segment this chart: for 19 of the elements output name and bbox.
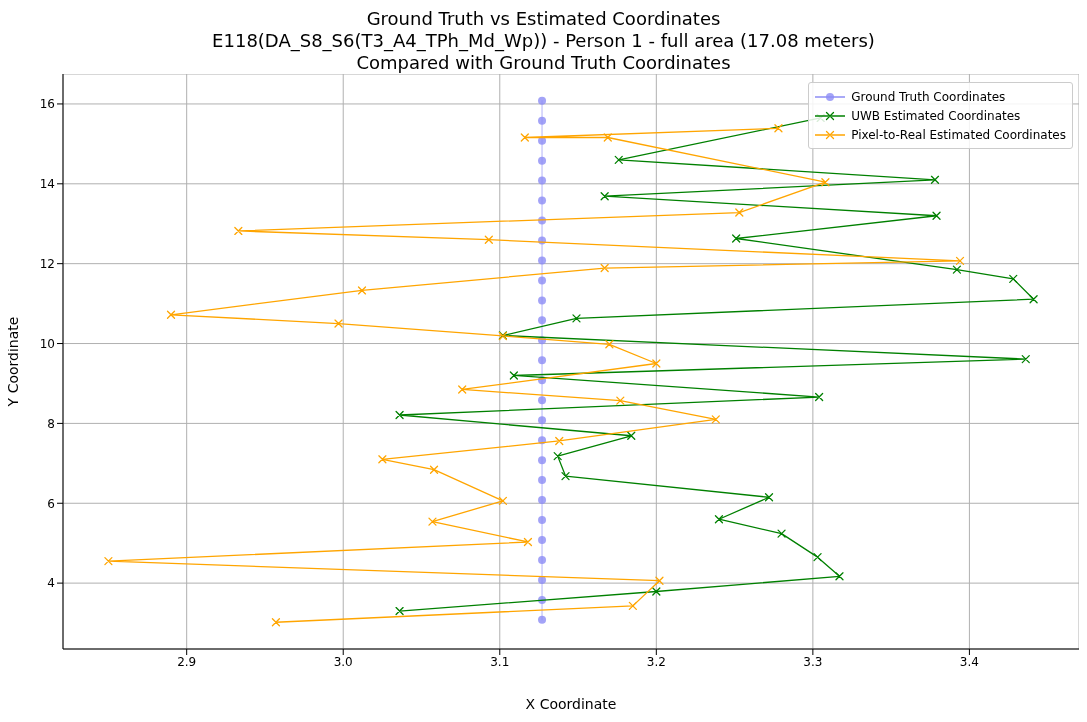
y-tick-label: 14 [39,177,55,192]
legend-label: UWB Estimated Coordinates [851,108,1021,123]
y-tick-label: 10 [39,336,55,351]
x-tick-label: 2.9 [177,654,197,669]
x-tick-label: 3.2 [646,654,666,669]
x-tick-label: 3.3 [803,654,823,669]
legend-label: Pixel-to-Real Estimated Coordinates [851,127,1066,142]
chart-title: Ground Truth vs Estimated Coordinates E118(DA_S8_S6(T3_A4_TPh_Md_Wp)) - Person 1 - full area (17.08 meters) Compared with Ground Truth Coordinates [211,8,876,74]
y-tick-label: 6 [47,496,55,511]
legend-label: Ground Truth Coordinates [851,89,1006,104]
y-tick-label: 8 [47,416,55,431]
y-tick-label: 16 [39,97,55,112]
y-axis-title: Y Coordinate [4,316,21,408]
x-tick-label: 3.4 [959,654,979,669]
x-tick-label: 3.1 [490,654,510,669]
x-axis-title: X Coordinate [525,695,617,712]
x-tick-label: 3.0 [333,654,353,669]
y-tick-label: 12 [39,256,55,271]
y-tick-label: 4 [47,576,55,591]
